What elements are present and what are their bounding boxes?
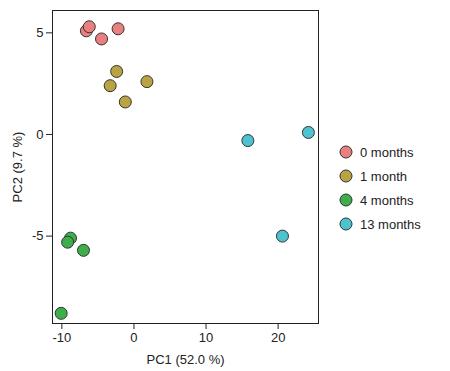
svg-text:-10: -10	[52, 330, 71, 345]
svg-text:-5: -5	[32, 228, 44, 243]
svg-text:PC1 (52.0 %): PC1 (52.0 %)	[146, 352, 224, 367]
html-text:13 months: 13 months	[360, 216, 421, 232]
svg-text:PC2 (9.7 %): PC2 (9.7 %)	[10, 132, 25, 203]
svg-text:10: 10	[199, 330, 213, 345]
svg-text:20: 20	[271, 330, 285, 345]
svg-text:0: 0	[130, 330, 137, 345]
html-text:0 months: 0 months	[360, 144, 414, 160]
svg-text:5: 5	[36, 25, 43, 40]
svg-text:0: 0	[36, 127, 43, 142]
html-text:4 months: 4 months	[360, 192, 414, 208]
html-text:1 month: 1 month	[360, 168, 407, 184]
